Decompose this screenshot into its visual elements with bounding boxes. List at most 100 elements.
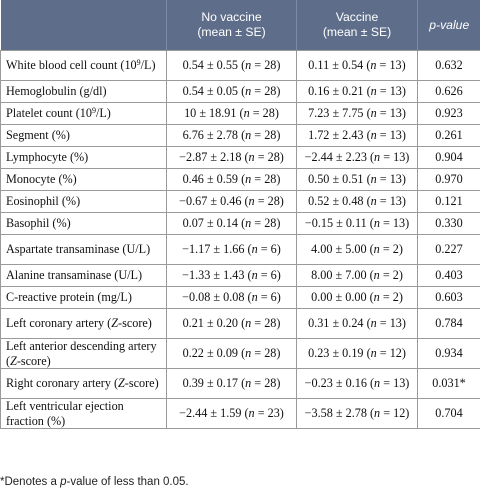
p-value-cell: 0.923 xyxy=(417,102,480,125)
no-vaccine-cell-mean-se: −0.08 ± 0.08 xyxy=(182,290,245,305)
no-vaccine-cell-n-symbol: n xyxy=(245,216,252,231)
vaccine-cell: −3.58 ± 2.78 (n = 12) xyxy=(296,398,418,429)
row-label-text: C-reactive protein (mg/L) xyxy=(6,290,132,305)
no-vaccine-cell-n-symbol: n xyxy=(243,106,250,121)
vaccine-cell: 0.00 ± 0.00 (n = 2) xyxy=(296,286,418,309)
vaccine-cell-mean-se: 4.00 ± 5.00 xyxy=(311,242,367,257)
row-label: Left ventricular ejection fraction (%) xyxy=(0,398,167,429)
header-row: No vaccine (mean ± SE) Vaccine (mean ± SE)… xyxy=(0,0,480,51)
no-vaccine-cell-n-value: 28 xyxy=(264,172,277,187)
p-value-cell: 0.626 xyxy=(417,80,480,103)
no-vaccine-cell-mean-se: 0.07 ± 0.14 xyxy=(182,216,239,231)
no-vaccine-cell-n-symbol: n xyxy=(245,316,252,331)
no-vaccine-cell-mean-se: 0.54 ± 0.55 xyxy=(182,58,239,73)
vaccine-cell-n-symbol: n xyxy=(374,406,381,421)
no-vaccine-cell: 0.22 ± 0.09 (n = 28) xyxy=(166,338,297,369)
no-vaccine-cell-equals: = xyxy=(251,346,265,361)
row-label-text: Basophil (%) xyxy=(6,216,71,231)
table-row: Basophil (%) 0.07 ± 0.14 (n = 28) −0.15 ± … xyxy=(0,212,480,235)
no-vaccine-cell-n-symbol: n xyxy=(245,84,252,99)
no-vaccine-cell-n-value: 28 xyxy=(267,150,280,165)
vaccine-cell-n-value: 13 xyxy=(389,128,402,143)
no-vaccine-cell-n-value: 28 xyxy=(264,58,277,73)
vaccine-cell-equals: = xyxy=(376,106,390,121)
no-vaccine-cell-equals: = xyxy=(254,194,268,209)
row-label-superscript: 9 xyxy=(136,58,141,68)
vaccine-cell-n-symbol: n xyxy=(370,128,377,143)
no-vaccine-cell-mean-se: −0.67 ± 0.46 xyxy=(179,194,242,209)
row-label-suffix: /L) xyxy=(140,58,156,73)
header-vaccine-line1: Vaccine xyxy=(335,10,379,24)
vaccine-cell-equals: = xyxy=(376,194,390,209)
vaccine-cell-equals: = xyxy=(379,242,393,257)
row-label-text: Left coronary artery ( xyxy=(6,316,112,331)
table-row: Hemoglobulin (g/dl) 0.54 ± 0.05 (n = 28) 0… xyxy=(0,80,480,103)
vaccine-cell-mean-se: 0.00 ± 0.00 xyxy=(311,290,367,305)
results-table: No vaccine (mean ± SE) Vaccine (mean ± SE)… xyxy=(0,0,480,429)
row-label-suffix: -score) xyxy=(16,353,51,368)
no-vaccine-cell-mean-se: −1.17 ± 1.66 xyxy=(182,242,245,257)
header-no-vaccine-line2: (mean ± SE) xyxy=(197,25,266,39)
p-value-cell: 0.261 xyxy=(417,124,480,147)
row-label: Basophil (%) xyxy=(0,212,167,235)
vaccine-cell: −2.44 ± 2.23 (n = 13) xyxy=(296,146,418,169)
row-label-text: Segment (%) xyxy=(6,128,70,143)
row-label: Right coronary artery (Z-score) xyxy=(0,368,167,399)
vaccine-cell: −0.15 ± 0.11 (n = 13) xyxy=(296,212,418,235)
vaccine-cell-n-symbol: n xyxy=(373,268,380,283)
row-label: Hemoglobulin (g/dl) xyxy=(0,80,167,103)
no-vaccine-cell: −2.44 ± 1.59 (n = 23) xyxy=(166,398,297,429)
no-vaccine-cell-equals: = xyxy=(257,290,271,305)
table-row: Aspartate transaminase (U/L) −1.17 ± 1.66… xyxy=(0,234,480,265)
no-vaccine-cell: 0.39 ± 0.17 (n = 28) xyxy=(166,368,297,399)
row-label-text: Monocyte (%) xyxy=(6,172,77,187)
vaccine-cell-n-symbol: n xyxy=(370,194,377,209)
vaccine-cell-n-value: 13 xyxy=(389,194,402,209)
table-row: Left coronary artery (Z-score) 0.21 ± 0.2… xyxy=(0,308,480,339)
header-vaccine-line2: (mean ± SE) xyxy=(322,25,392,39)
row-label-z: Z xyxy=(10,353,17,368)
vaccine-cell: 0.31 ± 0.24 (n = 13) xyxy=(296,308,418,339)
vaccine-cell-mean-se: 0.16 ± 0.21 xyxy=(308,84,364,99)
table-body: White blood cell count (109/L) 0.54 ± 0.5… xyxy=(0,50,480,429)
vaccine-cell: 7.23 ± 7.75 (n = 13) xyxy=(296,102,418,125)
vaccine-cell-n-symbol: n xyxy=(374,150,381,165)
p-value-cell: 0.904 xyxy=(417,146,480,169)
no-vaccine-cell-mean-se: −2.44 ± 1.59 xyxy=(179,406,242,421)
row-label-text: Platelet count (10 xyxy=(6,106,92,121)
table-row: White blood cell count (109/L) 0.54 ± 0.5… xyxy=(0,50,480,81)
row-label: Aspartate transaminase (U/L) xyxy=(0,234,167,265)
row-label: Monocyte (%) xyxy=(0,168,167,191)
header-vaccine: Vaccine (mean ± SE) xyxy=(296,0,418,51)
header-variable xyxy=(0,0,167,51)
table-row: Eosinophil (%) −0.67 ± 0.46 (n = 28) 0.52 … xyxy=(0,190,480,213)
vaccine-cell-mean-se: −2.44 ± 2.23 xyxy=(304,150,367,165)
vaccine-cell-equals: = xyxy=(379,290,393,305)
p-value-cell: 0.403 xyxy=(417,264,480,287)
row-label: Segment (%) xyxy=(0,124,167,147)
no-vaccine-cell-equals: = xyxy=(251,316,265,331)
vaccine-cell: 0.52 ± 0.48 (n = 13) xyxy=(296,190,418,213)
vaccine-cell: 0.23 ± 0.19 (n = 12) xyxy=(296,338,418,369)
vaccine-cell-n-symbol: n xyxy=(370,58,377,73)
no-vaccine-cell-n-value: 28 xyxy=(264,316,277,331)
vaccine-cell-equals: = xyxy=(376,172,390,187)
vaccine-cell-mean-se: 1.72 ± 2.43 xyxy=(308,128,364,143)
row-label-text: Alanine transaminase (U/L) xyxy=(6,268,143,283)
vaccine-cell: −0.23 ± 0.16 (n = 13) xyxy=(296,368,418,399)
row-label: Left anterior descending artery (Z-score… xyxy=(0,338,167,369)
row-label: White blood cell count (109/L) xyxy=(0,50,167,81)
footnote-part2: -value of less than 0.05. xyxy=(66,476,189,488)
vaccine-cell: 0.16 ± 0.21 (n = 13) xyxy=(296,80,418,103)
header-no-vaccine: No vaccine (mean ± SE) xyxy=(166,0,297,51)
vaccine-cell-mean-se: 0.50 ± 0.51 xyxy=(308,172,364,187)
footnote: *Denotes a p-value of less than 0.05. xyxy=(0,476,189,488)
no-vaccine-cell-equals: = xyxy=(251,84,265,99)
vaccine-cell-equals: = xyxy=(376,58,390,73)
table-row: Right coronary artery (Z-score) 0.39 ± 0.… xyxy=(0,368,480,399)
no-vaccine-cell-n-symbol: n xyxy=(245,346,252,361)
vaccine-cell-n-value: 13 xyxy=(389,106,402,121)
table-row: Alanine transaminase (U/L) −1.33 ± 1.43 (… xyxy=(0,264,480,287)
vaccine-cell-n-symbol: n xyxy=(370,106,377,121)
p-value-cell: 0.227 xyxy=(417,234,480,265)
